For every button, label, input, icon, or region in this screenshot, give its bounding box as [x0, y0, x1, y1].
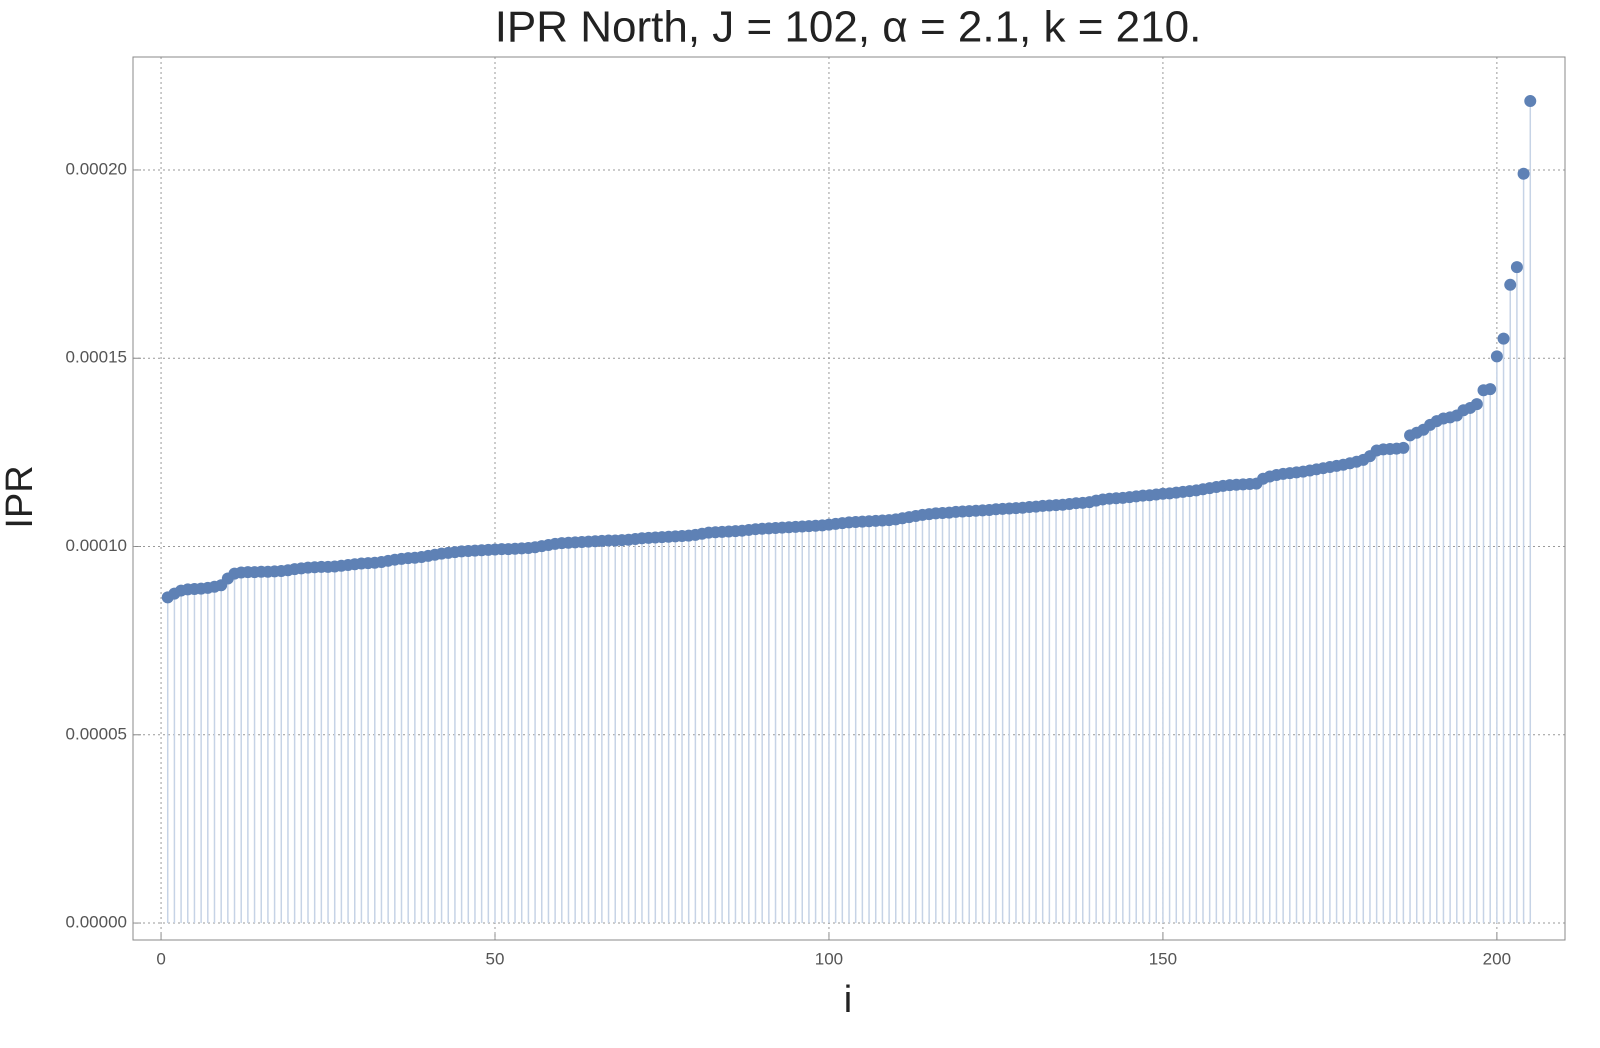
y-tick-label: 0.00015 [66, 348, 127, 367]
y-tick-label: 0.00010 [66, 536, 127, 555]
point [1510, 261, 1523, 274]
point [1504, 278, 1517, 291]
y-axis-label: IPR [0, 465, 41, 528]
x-tick-label: 50 [486, 949, 505, 968]
point [1397, 441, 1410, 454]
point [1490, 350, 1503, 363]
x-tick-label: 100 [815, 949, 843, 968]
x-tick-label: 0 [156, 949, 165, 968]
y-tick-label: 0.00020 [66, 159, 127, 178]
point [1524, 95, 1537, 108]
y-tick-label: 0.00005 [66, 724, 127, 743]
point [1497, 332, 1510, 345]
x-tick-label: 200 [1483, 949, 1511, 968]
point [1470, 398, 1483, 411]
y-tick-label: 0.00000 [66, 913, 127, 932]
stems [166, 101, 1532, 924]
x-tick-label: 150 [1149, 949, 1177, 968]
chart-title: IPR North, J = 102, α = 2.1, k = 210. [495, 3, 1202, 52]
plot-frame [132, 56, 1566, 941]
point [1517, 167, 1530, 180]
x-axis-label: i [844, 979, 852, 1021]
points [161, 95, 1537, 604]
point [1484, 383, 1497, 396]
